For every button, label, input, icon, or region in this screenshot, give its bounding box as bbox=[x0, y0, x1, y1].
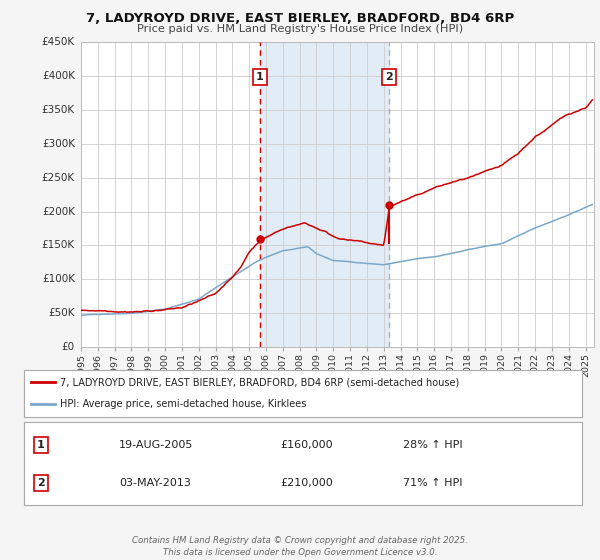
Text: £0: £0 bbox=[62, 342, 75, 352]
Text: 1: 1 bbox=[256, 72, 264, 82]
Text: £150K: £150K bbox=[42, 240, 75, 250]
Text: 71% ↑ HPI: 71% ↑ HPI bbox=[403, 478, 463, 488]
Text: £300K: £300K bbox=[42, 139, 75, 149]
Text: £200K: £200K bbox=[42, 207, 75, 217]
Text: HPI: Average price, semi-detached house, Kirklees: HPI: Average price, semi-detached house,… bbox=[60, 399, 307, 409]
Text: 2: 2 bbox=[386, 72, 393, 82]
Text: Contains HM Land Registry data © Crown copyright and database right 2025.
This d: Contains HM Land Registry data © Crown c… bbox=[132, 536, 468, 557]
Text: £210,000: £210,000 bbox=[281, 478, 334, 488]
Text: £450K: £450K bbox=[42, 37, 75, 47]
Text: £100K: £100K bbox=[42, 274, 75, 284]
Text: 2: 2 bbox=[37, 478, 44, 488]
Text: 7, LADYROYD DRIVE, EAST BIERLEY, BRADFORD, BD4 6RP (semi-detached house): 7, LADYROYD DRIVE, EAST BIERLEY, BRADFOR… bbox=[60, 377, 460, 388]
Text: 03-MAY-2013: 03-MAY-2013 bbox=[119, 478, 191, 488]
Text: 1: 1 bbox=[37, 440, 44, 450]
Text: £160,000: £160,000 bbox=[281, 440, 334, 450]
Bar bbox=[260, 42, 389, 347]
Text: £50K: £50K bbox=[49, 309, 75, 318]
Text: £400K: £400K bbox=[42, 71, 75, 81]
Text: £250K: £250K bbox=[42, 172, 75, 183]
Text: 28% ↑ HPI: 28% ↑ HPI bbox=[403, 440, 463, 450]
Text: 19-AUG-2005: 19-AUG-2005 bbox=[119, 440, 193, 450]
Text: Price paid vs. HM Land Registry's House Price Index (HPI): Price paid vs. HM Land Registry's House … bbox=[137, 24, 463, 34]
Text: £350K: £350K bbox=[42, 105, 75, 115]
Text: 7, LADYROYD DRIVE, EAST BIERLEY, BRADFORD, BD4 6RP: 7, LADYROYD DRIVE, EAST BIERLEY, BRADFOR… bbox=[86, 12, 514, 25]
